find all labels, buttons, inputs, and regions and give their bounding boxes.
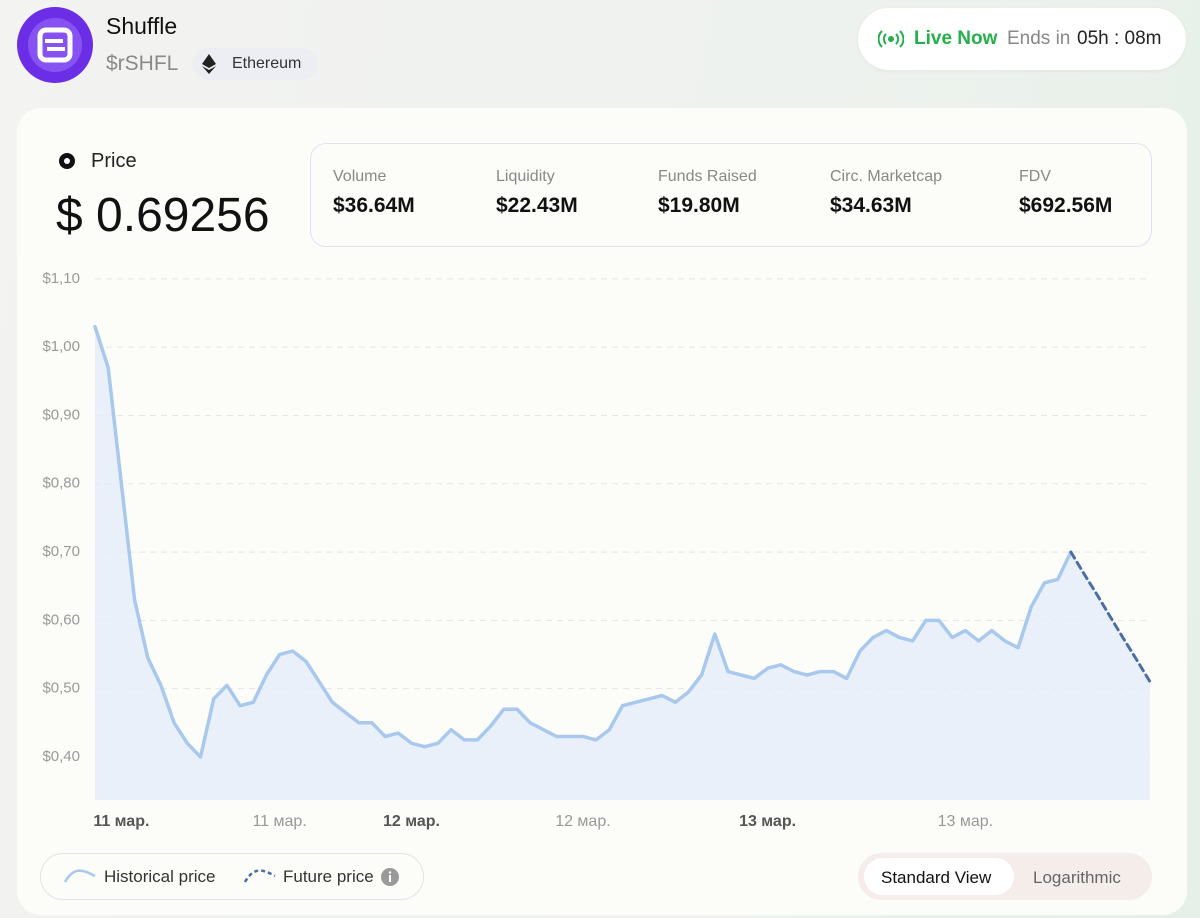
logo [17,7,93,83]
y-tick-label: $0,80 [42,475,80,492]
y-tick-label: $1,10 [42,270,80,287]
stat-value: $692.56M [1019,194,1113,217]
legend-historical-icon [63,869,96,883]
stat-label: Volume [333,168,387,185]
legend-future-icon [243,869,276,883]
chain-name: Ethereum [232,55,302,72]
logarithmic-button[interactable]: Logarithmic [1033,868,1121,887]
eth-icon [202,54,216,74]
x-tick-label: 13 мар. [938,813,993,830]
stat-label: Funds Raised [658,168,757,185]
view-toggle: Standard View Logarithmic [858,853,1152,900]
x-tick-label: 11 мар. [93,813,149,830]
x-tick-label: 11 мар. [252,813,306,830]
live-pill: Live Now Ends in 05h : 08m [858,8,1186,70]
price-label: Price [91,150,137,172]
future-area [1070,552,1150,800]
standard-view-label: Standard View [881,868,992,887]
x-tick-label: 12 мар. [383,813,440,830]
ends-label: Ends in [1007,28,1071,49]
stat-label: Circ. Marketcap [830,168,943,185]
legend-future: Future price [283,867,374,886]
y-tick-label: $0,40 [42,748,80,765]
stat-value: $19.80M [658,194,740,217]
live-icon [878,30,904,48]
chain-pill[interactable]: Ethereum [192,48,318,80]
stats-card: Volume $36.64M Liquidity $22.43M Funds Raise… [310,143,1152,247]
countdown: 05h : 08m [1077,28,1162,49]
token-name: Shuffle [106,13,178,39]
stat-value: $34.63M [830,194,912,217]
price-value: $ 0.69256 [56,189,270,242]
stat-value: $36.64M [333,194,415,217]
y-tick-label: $0,90 [42,406,80,423]
x-tick-label: 12 мар. [555,813,610,830]
price-dot [59,153,75,169]
stat-value: $22.43M [496,194,578,217]
stat-label: Liquidity [496,168,555,185]
x-tick-label: 13 мар. [739,813,796,830]
historical-line [93,324,1073,759]
token-ticker: $rSHFL [106,52,179,75]
y-tick-label: $0,60 [42,611,80,628]
future-line [1069,550,1152,684]
y-tick-label: $0,70 [42,543,80,560]
legend: Historical price Future price [40,853,424,900]
legend-historical: Historical price [104,867,216,886]
stat-label: FDV [1019,168,1051,185]
y-tick-label: $0,50 [42,680,80,697]
area [95,326,1071,800]
live-label: Live Now [914,28,998,49]
info-icon[interactable] [380,867,400,887]
y-tick-label: $1,00 [42,338,80,355]
standard-view-button[interactable]: Standard View [864,858,1014,895]
